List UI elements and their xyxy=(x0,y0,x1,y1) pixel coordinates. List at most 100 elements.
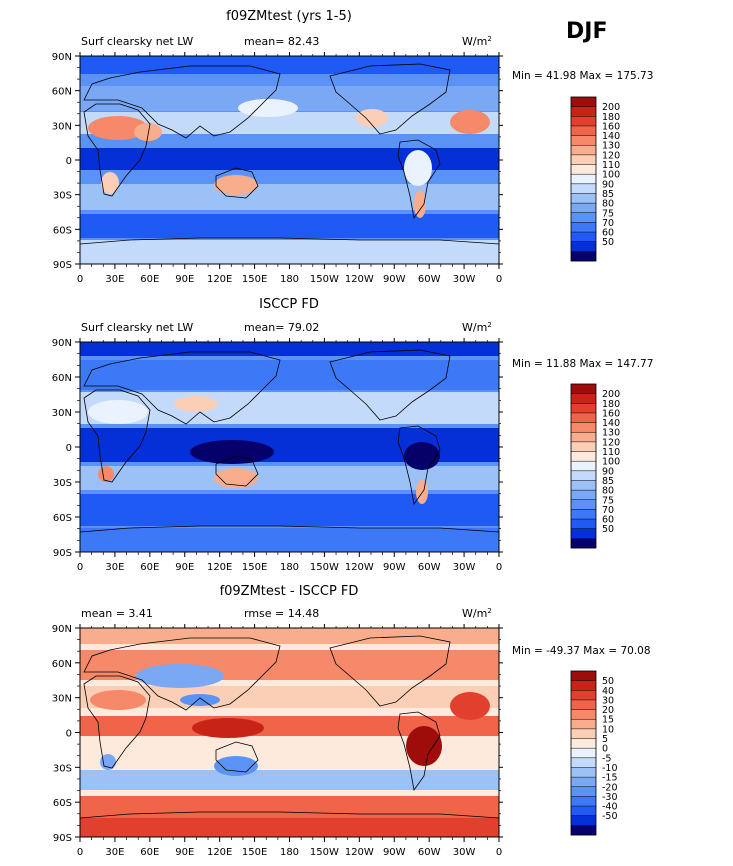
colorbar-label: 160 xyxy=(602,408,620,419)
y-tick-label: 90N xyxy=(52,624,72,635)
colorbar-swatch xyxy=(571,193,596,204)
coastlines xyxy=(80,63,499,245)
field-australia-cool xyxy=(214,756,258,776)
colorbar-label: -30 xyxy=(602,792,618,803)
x-tick-label: 180 xyxy=(280,847,299,858)
colorbar-label: 80 xyxy=(602,486,614,497)
colorbar-swatch xyxy=(571,403,596,414)
field-amazon-warm xyxy=(406,726,442,766)
x-tick-label: 60W xyxy=(418,562,441,573)
colorbar-swatch xyxy=(571,490,596,501)
y-tick-label: 90S xyxy=(53,548,72,559)
coastlines xyxy=(80,635,499,819)
x-tick-label: 60E xyxy=(140,847,159,858)
colorbar-label: 110 xyxy=(602,447,620,458)
colorbar-label: -50 xyxy=(602,811,618,822)
colorbar-swatch xyxy=(571,125,596,136)
x-tick-label: 30W xyxy=(453,274,476,285)
units-text: W/m xyxy=(462,607,487,620)
colorbar-swatch xyxy=(571,470,596,481)
colorbar-swatch xyxy=(571,528,596,539)
x-tick-label: 150E xyxy=(242,562,267,573)
x-tick-label: 0 xyxy=(77,847,83,858)
field-band-antarctic xyxy=(80,240,499,264)
y-tick-label: 30N xyxy=(52,121,72,132)
coast-africa xyxy=(83,389,151,483)
panel-left-label: Surf clearsky net LW xyxy=(81,321,193,334)
colorbar-swatch xyxy=(571,480,596,491)
field-atlantic-warm xyxy=(450,110,490,134)
field-band-antarctic xyxy=(80,818,499,837)
units-superscript: 2 xyxy=(487,35,491,43)
panel-left-label: Surf clearsky net LW xyxy=(81,35,193,48)
x-tick-label: 30E xyxy=(105,274,124,285)
x-tick-label: 120E xyxy=(207,562,232,573)
field-nw-pacific xyxy=(238,99,298,117)
y-tick-label: 30S xyxy=(53,478,72,489)
colorbar-swatch xyxy=(571,757,596,768)
colorbar-swatch xyxy=(571,728,596,739)
colorbar-frame xyxy=(570,383,597,549)
x-tick-label: 150W xyxy=(310,274,339,285)
colorbar-swatch xyxy=(571,232,596,243)
colorbar-label: 85 xyxy=(602,189,614,200)
colorbar-frame xyxy=(570,670,597,836)
x-ticks: 0 30E 60E 90E 120E 150E 180 150W 120W 90W 60W 30W 0 xyxy=(77,52,502,285)
colorbar-label: 90 xyxy=(602,179,614,190)
y-tick-label: 60S xyxy=(53,225,72,236)
x-tick-label: 90E xyxy=(175,274,194,285)
y-tick-label: 0 xyxy=(66,156,72,167)
x-tick-label: 150W xyxy=(310,847,339,858)
x-ticks: 0 30E 60E 90E 120E 150E 180 150W 120W 90W 60W 30W 0 xyxy=(77,338,502,573)
colorbar-label: 50 xyxy=(602,237,614,248)
x-tick-label: 120W xyxy=(345,562,374,573)
x-tick-label: 0 xyxy=(496,562,502,573)
field-band-arctic xyxy=(80,628,499,644)
y-ticks: 90N 60N 30N 0 30S 60S 90S xyxy=(52,338,503,559)
colorbar-swatch xyxy=(571,241,596,252)
field-tibet-cool xyxy=(180,694,220,706)
colorbar-swatch xyxy=(571,519,596,530)
x-tick-label: 90W xyxy=(383,562,406,573)
field-southafrica-warm xyxy=(98,466,114,482)
colorbar-swatch xyxy=(571,699,596,710)
colorbar-frame xyxy=(570,96,597,262)
field-patagonia-warm xyxy=(416,480,428,504)
colorbar-swatch xyxy=(571,412,596,423)
colorbar-swatch xyxy=(571,748,596,759)
panel-minmax: Min = -49.37 Max = 70.08 xyxy=(512,645,651,657)
field-mexico-warm xyxy=(356,109,388,127)
field-arabia-warm xyxy=(134,123,162,141)
panel-minmax: Min = 41.98 Max = 175.73 xyxy=(512,70,653,82)
colorbar-swatch xyxy=(571,690,596,701)
colorbar-label: 90 xyxy=(602,466,614,477)
colorbar-swatch xyxy=(571,154,596,165)
coast-namerica xyxy=(329,635,451,707)
colorbar-label: 60 xyxy=(602,515,614,526)
x-tick-label: 30W xyxy=(453,847,476,858)
x-tick-label: 120E xyxy=(207,847,232,858)
field-samerica-cold xyxy=(404,150,432,186)
colorbar-swatch xyxy=(571,116,596,127)
colorbar-swatch xyxy=(571,222,596,233)
colorbar-swatch xyxy=(571,183,596,194)
colorbar-label: 50 xyxy=(602,524,614,535)
coast-antarctica xyxy=(80,525,499,533)
y-tick-label: 60N xyxy=(52,659,72,670)
colorbar-label: 80 xyxy=(602,199,614,210)
field-band-subtropic-south xyxy=(80,466,499,490)
colorbar-label: -10 xyxy=(602,763,618,774)
coast-antarctica xyxy=(80,811,499,819)
panel-units: W/m2 xyxy=(462,35,492,48)
y-tick-label: 60N xyxy=(52,87,72,98)
colorbar-swatch xyxy=(571,135,596,146)
units-text: W/m xyxy=(462,321,487,334)
coast-samerica xyxy=(397,139,441,220)
panel-center-label: rmse = 14.48 xyxy=(244,607,319,620)
y-tick-label: 30S xyxy=(53,191,72,202)
x-tick-label: 60W xyxy=(418,274,441,285)
field-amazon xyxy=(404,442,440,470)
coast-australia xyxy=(215,455,259,487)
field-band-south-storm xyxy=(80,796,499,818)
